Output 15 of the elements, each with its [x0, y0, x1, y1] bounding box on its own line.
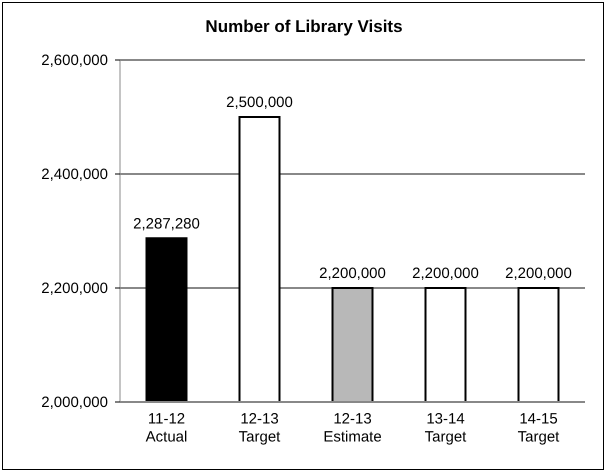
data-label: 2,500,000	[226, 94, 293, 111]
data-label: 2,200,000	[412, 265, 479, 282]
x-tick-label: 12-13 Target	[238, 410, 282, 446]
data-label: 2,287,280	[133, 215, 200, 232]
y-tick-label: 2,400,000	[41, 166, 108, 183]
y-tick-label: 2,200,000	[41, 280, 108, 297]
y-tick-label: 2,000,000	[41, 394, 108, 411]
chart-title: Number of Library Visits	[205, 17, 403, 36]
x-tick-label: 13-14 Target	[424, 410, 468, 446]
x-tick-label: 12-13 Estimate	[323, 410, 382, 446]
data-label: 2,200,000	[319, 265, 386, 282]
x-tick-label: 14-15 Target	[518, 410, 560, 446]
data-label: 2,200,000	[505, 265, 572, 282]
y-tick-label: 2,600,000	[41, 52, 108, 69]
x-tick-label: 11-12 Actual	[146, 410, 188, 446]
